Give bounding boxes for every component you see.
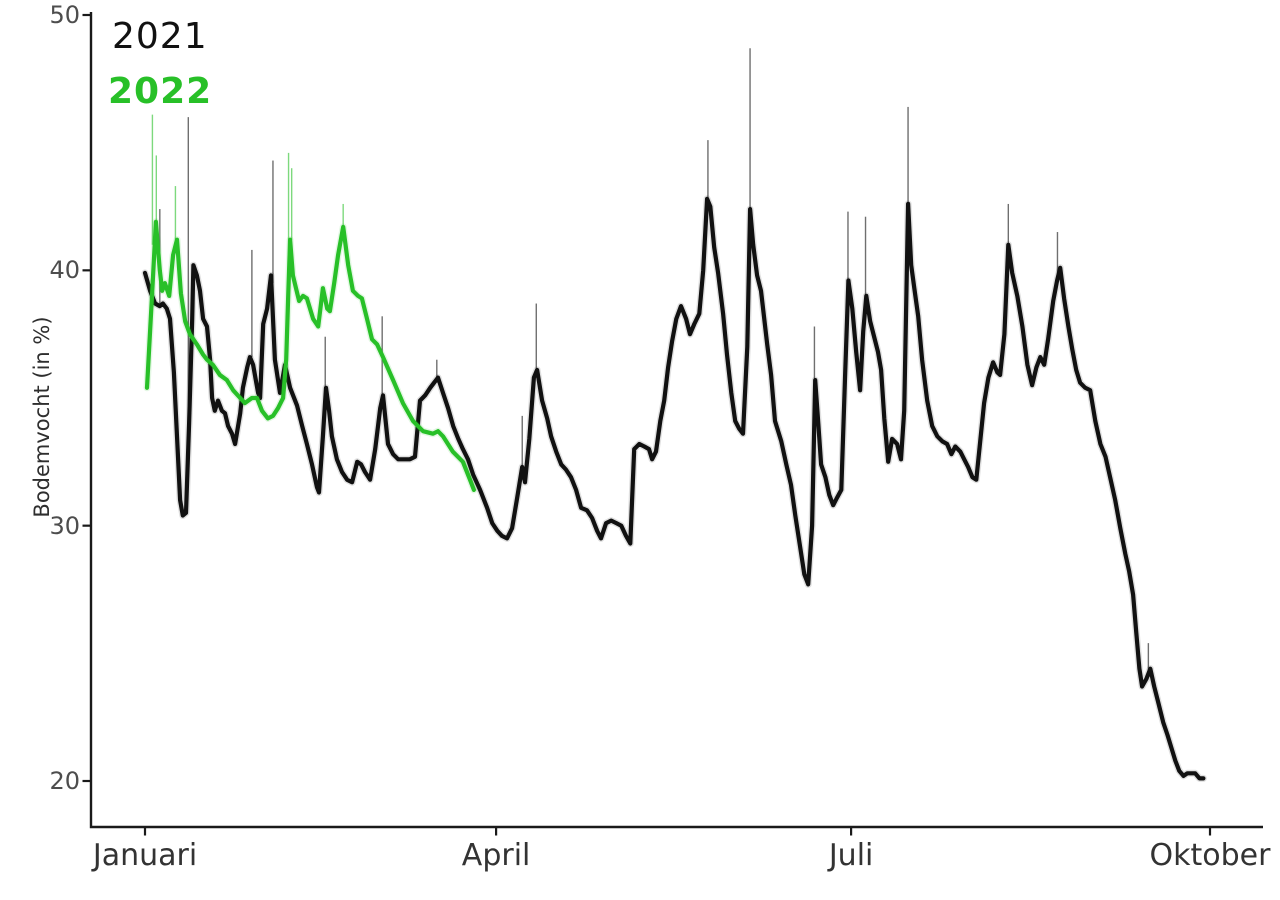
x-tick-label-april: April	[461, 838, 531, 873]
x-tick-label-januari: Januari	[92, 838, 198, 873]
y-tick-label-20: 20	[49, 767, 80, 795]
y-tick-label-50: 50	[49, 1, 80, 29]
y-tick-label-40: 40	[49, 256, 80, 285]
series-2022-line	[144, 219, 476, 492]
series-2021-line	[142, 196, 1206, 781]
series-2021-fuzz	[141, 195, 1207, 782]
legend-2021-label: 2021	[112, 16, 208, 57]
x-tick-label-juli: Juli	[828, 838, 874, 873]
axis-lines	[89, 12, 1263, 829]
x-tick-label-oktober: Oktober	[1149, 838, 1271, 873]
legend-2022-label: 2022	[108, 71, 213, 112]
y-tick-label-30: 30	[49, 511, 80, 540]
